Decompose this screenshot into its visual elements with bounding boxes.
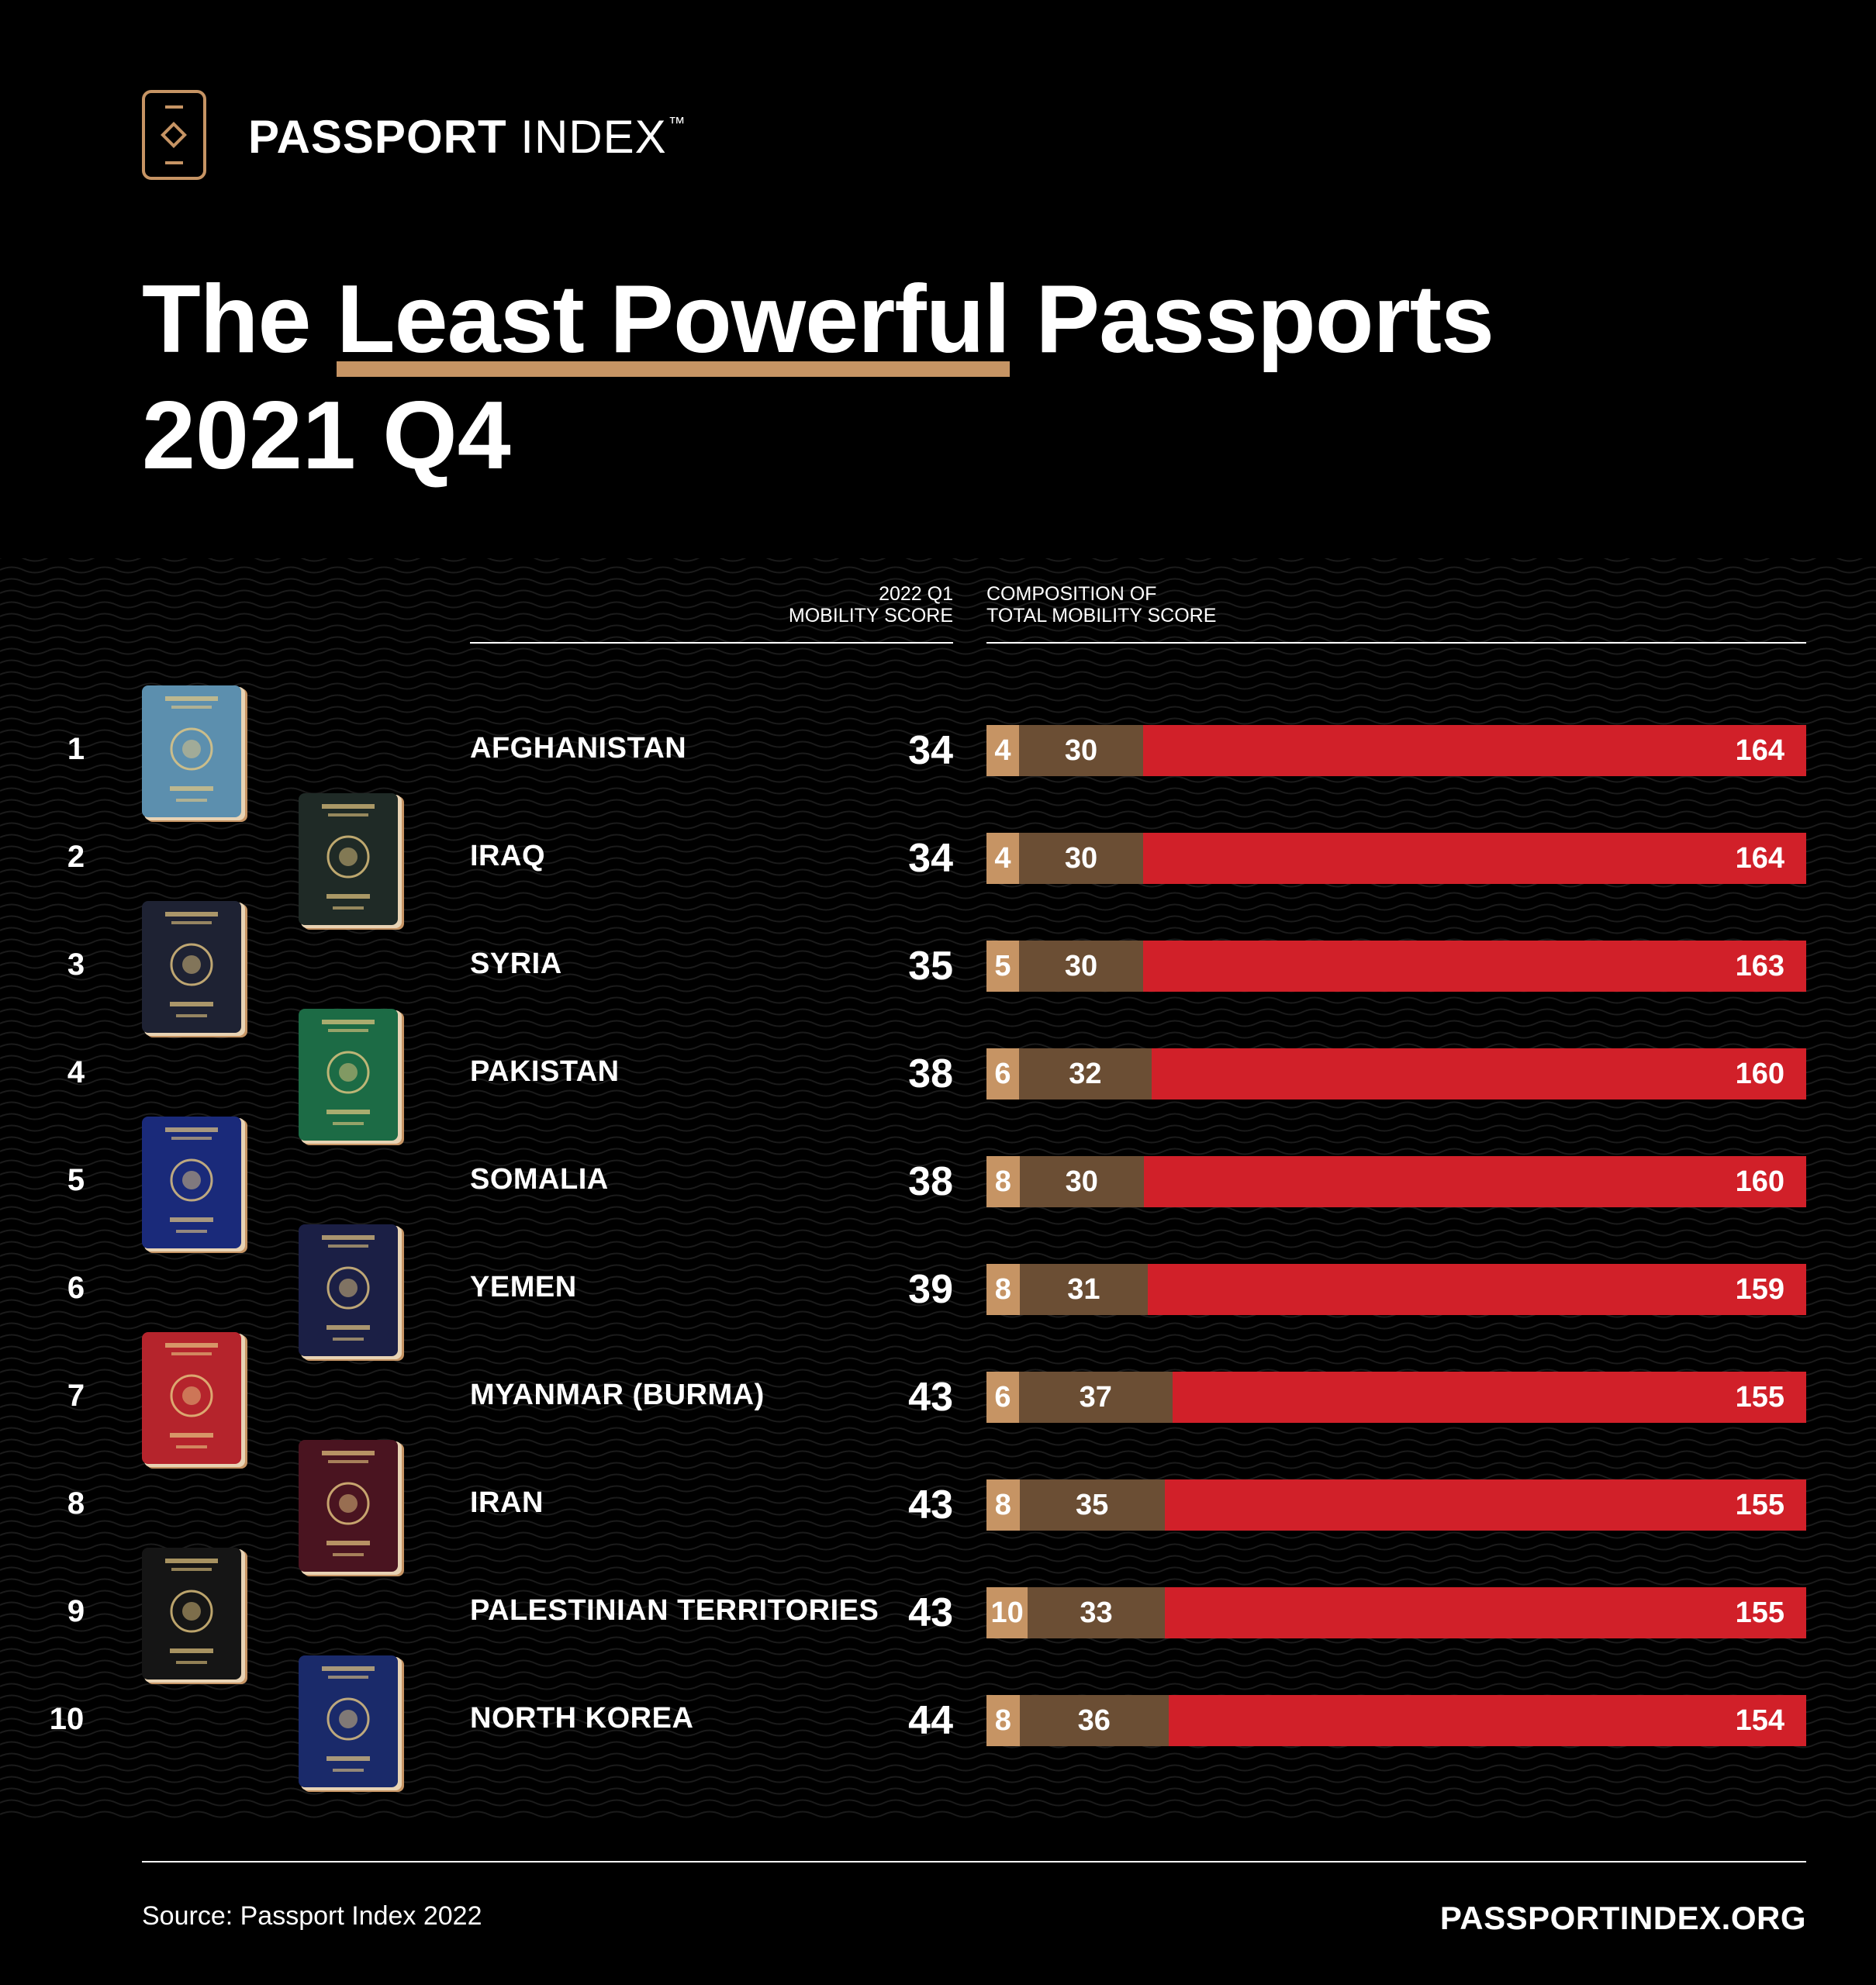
mobility-score-value: 43	[908, 1590, 953, 1635]
composition-bar: 8 36 154	[986, 1695, 1806, 1746]
composition-bar: 6 37 155	[986, 1372, 1806, 1423]
mobility-score-value: 38	[908, 1159, 953, 1204]
rank-number: 8	[67, 1486, 85, 1521]
composition-bar: 8 31 159	[986, 1264, 1806, 1315]
source-note: Source: Passport Index 2022	[142, 1901, 482, 1931]
mobility-score-value: 35	[908, 944, 953, 989]
wave-lines	[0, 558, 1876, 1818]
passport-image-icon	[299, 1440, 404, 1576]
visa-free-segment: 4	[986, 725, 1019, 776]
visa-free-segment: 8	[986, 1695, 1020, 1746]
visa-required-segment: 155	[1172, 1372, 1806, 1423]
composition-bar: 10 33 155	[986, 1587, 1806, 1638]
visa-on-arrival-segment: 36	[1019, 1695, 1169, 1746]
country-name: MYANMAR (BURMA)	[470, 1379, 765, 1411]
visa-on-arrival-segment: 37	[1019, 1372, 1173, 1423]
visa-on-arrival-segment: 30	[1019, 941, 1144, 992]
visa-on-arrival-segment: 35	[1019, 1479, 1165, 1531]
mobility-score-value: 38	[908, 1051, 953, 1096]
composition-bar: 6 32 160	[986, 1048, 1806, 1100]
visa-on-arrival-segment: 31	[1019, 1264, 1149, 1315]
visa-required-segment: 163	[1143, 941, 1806, 992]
mobility-score-value: 34	[908, 836, 953, 881]
header-divider-right	[986, 642, 1806, 644]
mobility-score-value: 44	[908, 1698, 953, 1743]
rank-number: 2	[67, 840, 85, 874]
composition-bar: 8 30 160	[986, 1156, 1806, 1207]
composition-bar: 8 35 155	[986, 1479, 1806, 1531]
visa-on-arrival-segment: 30	[1019, 725, 1144, 776]
visa-free-segment: 6	[986, 1048, 1019, 1100]
rank-number: 3	[67, 948, 85, 982]
page-subtitle: 2021 Q4	[142, 382, 511, 489]
rank-number: 10	[49, 1702, 85, 1736]
composition-bar: 4 30 164	[986, 725, 1806, 776]
title-highlight: Least Powerful	[336, 266, 1011, 377]
country-name: AFGHANISTAN	[470, 732, 687, 765]
country-name: PALESTINIAN TERRITORIES	[470, 1594, 879, 1627]
visa-required-segment: 155	[1164, 1479, 1806, 1531]
visa-required-segment: 164	[1143, 725, 1806, 776]
mobility-score-header: 2022 Q1 MOBILITY SCORE	[788, 583, 953, 627]
passport-image-icon	[142, 1548, 247, 1684]
passport-image-icon	[299, 1655, 404, 1792]
country-name: NORTH KOREA	[470, 1702, 694, 1735]
passport-image-icon	[142, 1117, 247, 1253]
brand-name: PASSPORT INDEX™	[248, 111, 686, 163]
rank-number: 5	[67, 1163, 85, 1197]
visa-required-segment: 159	[1148, 1264, 1806, 1315]
rank-number: 7	[67, 1379, 85, 1413]
visa-required-segment: 154	[1168, 1695, 1806, 1746]
visa-on-arrival-segment: 30	[1019, 833, 1144, 884]
country-name: SYRIA	[470, 948, 562, 980]
rank-number: 9	[67, 1594, 85, 1628]
mobility-score-value: 34	[908, 728, 953, 773]
visa-free-segment: 6	[986, 1372, 1019, 1423]
passport-image-icon	[142, 901, 247, 1037]
passport-image-icon	[142, 685, 247, 822]
country-name: IRAN	[470, 1486, 544, 1519]
page-title: The Least Powerful Passports	[142, 266, 1494, 377]
wave-background-pattern	[0, 558, 1876, 1818]
visa-free-segment: 10	[986, 1587, 1028, 1638]
visa-required-segment: 160	[1143, 1156, 1806, 1207]
visa-free-segment: 8	[986, 1479, 1020, 1531]
mobility-score-value: 43	[908, 1375, 953, 1420]
header-divider-left	[470, 642, 953, 644]
country-name: PAKISTAN	[470, 1055, 620, 1088]
visa-on-arrival-segment: 33	[1028, 1587, 1165, 1638]
rank-number: 4	[67, 1055, 85, 1089]
visa-free-segment: 8	[986, 1264, 1020, 1315]
mobility-score-value: 43	[908, 1483, 953, 1528]
visa-free-segment: 8	[986, 1156, 1020, 1207]
rank-number: 1	[67, 732, 85, 766]
composition-header: COMPOSITION OF TOTAL MOBILITY SCORE	[986, 583, 1217, 627]
country-name: YEMEN	[470, 1271, 577, 1303]
mobility-score-value: 39	[908, 1267, 953, 1312]
composition-bar: 5 30 163	[986, 941, 1806, 992]
visa-on-arrival-segment: 32	[1019, 1048, 1152, 1100]
footer-divider	[142, 1861, 1806, 1862]
visa-required-segment: 160	[1151, 1048, 1806, 1100]
passport-image-icon	[299, 1224, 404, 1361]
rank-number: 6	[67, 1271, 85, 1305]
country-name: SOMALIA	[470, 1163, 609, 1196]
passport-image-icon	[299, 793, 404, 930]
visa-free-segment: 5	[986, 941, 1019, 992]
visa-free-segment: 4	[986, 833, 1019, 884]
visa-required-segment: 155	[1164, 1587, 1806, 1638]
passport-index-logo-icon	[142, 90, 206, 180]
passport-image-icon	[299, 1009, 404, 1145]
website-link[interactable]: PASSPORTINDEX.ORG	[1439, 1900, 1806, 1936]
composition-bar: 4 30 164	[986, 833, 1806, 884]
passport-image-icon	[142, 1332, 247, 1469]
country-name: IRAQ	[470, 840, 545, 872]
visa-required-segment: 164	[1143, 833, 1806, 884]
visa-on-arrival-segment: 30	[1019, 1156, 1144, 1207]
